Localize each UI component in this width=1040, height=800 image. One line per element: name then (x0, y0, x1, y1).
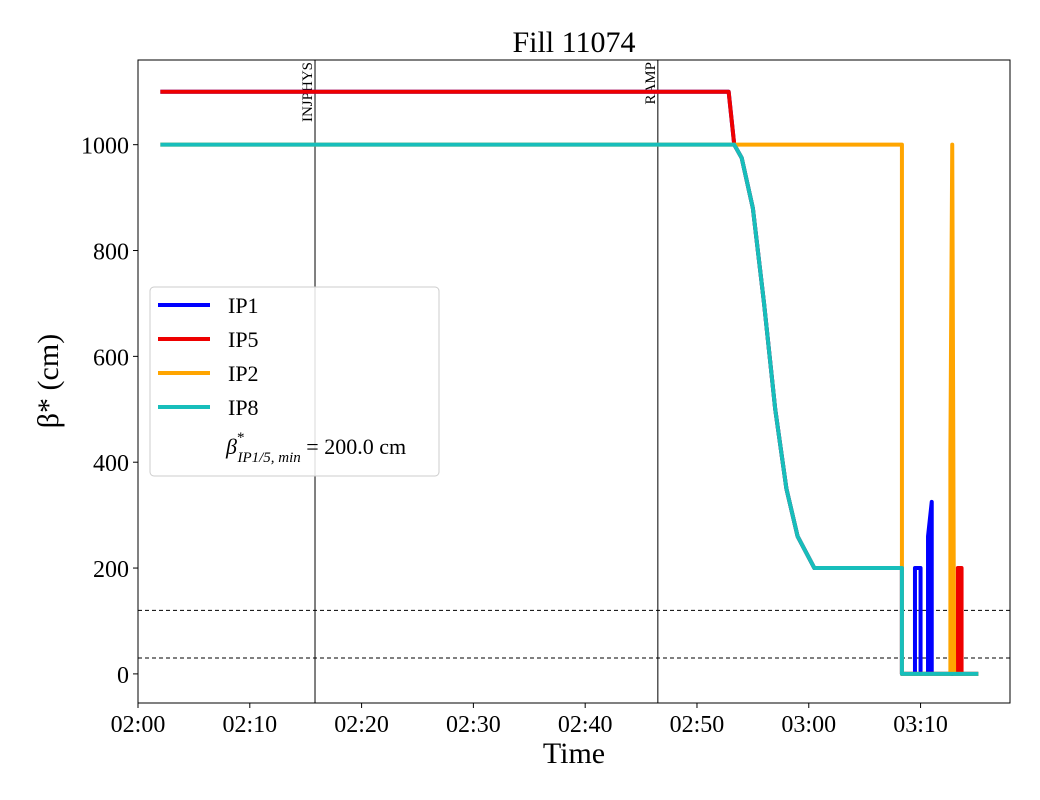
x-tick-label: 03:00 (781, 712, 836, 738)
legend-frame (149, 286, 440, 477)
annotation-value: = 200.0 cm (301, 434, 406, 459)
legend-label-ip5: IP5 (228, 327, 259, 352)
x-tick-label: 02:50 (670, 712, 725, 738)
y-tick-label: 400 (93, 451, 129, 477)
legend-label-ip8: IP8 (228, 395, 259, 420)
series-line-ip2 (160, 142, 979, 676)
x-tick-label: 02:00 (111, 712, 166, 738)
legend-label-ip2: IP2 (228, 361, 259, 386)
plot-layer: INJPHYS RAMP (138, 60, 1010, 703)
plot-frame (137, 59, 1011, 704)
x-tick-label: 02:40 (558, 712, 613, 738)
legend-min-beta-annotation: β* IP1/5, min = 200.0 cm (225, 430, 406, 466)
y-tick-label: 600 (93, 345, 129, 371)
annotation-symbol: β (225, 434, 237, 459)
x-tick-label: 02:20 (334, 712, 389, 738)
chart-title: Fill 11074 (512, 26, 635, 59)
legend-label-ip1: IP1 (228, 293, 259, 318)
x-tick-label: 03:10 (893, 712, 948, 738)
annotation-superscript: * (237, 430, 245, 446)
legend: IP1 IP5 IP2 IP8 β* IP1/5, min = 200.0 cm (149, 286, 440, 477)
y-tick-label: 0 (117, 663, 129, 689)
x-tick-label: 02:30 (446, 712, 501, 738)
event-label-ramp: RAMP (643, 62, 659, 105)
y-tick-label: 1000 (81, 134, 129, 160)
x-axis-label: Time (543, 737, 605, 770)
x-tick-label: 02:10 (222, 712, 277, 738)
annotation-subscript: IP1/5, min (236, 450, 300, 466)
y-axis-label: β* (cm) (32, 334, 65, 428)
y-tick-label: 800 (93, 240, 129, 266)
series-line-ip8 (160, 142, 979, 676)
axis-layer: 02:00 02:10 02:20 02:30 02:40 02:50 03:00 03:10… (81, 134, 948, 738)
y-tick-label: 200 (93, 557, 129, 583)
